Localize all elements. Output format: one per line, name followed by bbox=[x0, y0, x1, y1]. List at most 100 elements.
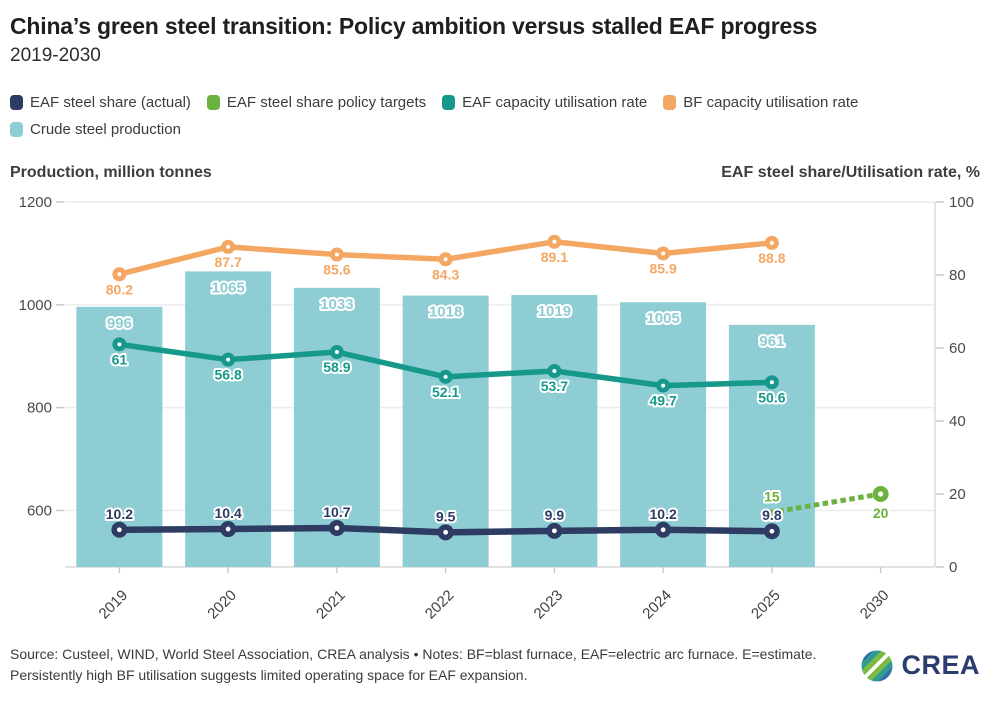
x-axis-tick-label: 2022 bbox=[422, 586, 458, 622]
legend-swatch bbox=[10, 121, 23, 137]
legend-swatch bbox=[663, 94, 677, 110]
legend-swatch bbox=[442, 94, 456, 110]
legend-label: Crude steel production bbox=[30, 120, 181, 138]
crea-logo-text: CREA bbox=[901, 650, 980, 681]
line-value-label: 84.3 bbox=[432, 266, 459, 282]
line-value-label: 10.2 bbox=[650, 505, 677, 521]
legend-label: BF capacity utilisation rate bbox=[683, 93, 859, 111]
line-value-label: 9.9 bbox=[545, 506, 565, 522]
axis-title-row: Production, million tonnes EAF steel sha… bbox=[10, 164, 980, 182]
right-axis-tick-label: 100 bbox=[949, 194, 974, 211]
chart-footer: Source: Custeel, WIND, World Steel Assoc… bbox=[10, 644, 980, 686]
right-axis-tick-label: 20 bbox=[949, 486, 966, 503]
x-axis-tick-label: 2020 bbox=[204, 586, 240, 622]
right-axis-tick-label: 40 bbox=[949, 413, 966, 430]
line-value-label: 10.2 bbox=[106, 505, 133, 521]
legend-swatch bbox=[206, 94, 220, 110]
legend-item: EAF capacity utilisation rate bbox=[442, 92, 647, 113]
chart-title: China’s green steel transition: Policy a… bbox=[10, 13, 818, 39]
marker-center-dot bbox=[443, 256, 448, 261]
legend-item: BF capacity utilisation rate bbox=[663, 92, 858, 113]
line-value-label: 58.9 bbox=[323, 359, 350, 375]
left-axis-tick-label: 600 bbox=[27, 502, 52, 519]
left-axis-title: Production, million tonnes bbox=[10, 163, 212, 181]
bar-value-label: 961 bbox=[759, 332, 784, 349]
legend-swatch bbox=[10, 94, 23, 110]
marker-center-dot bbox=[769, 240, 774, 245]
x-axis-tick-label: 2024 bbox=[639, 586, 675, 622]
policy-target-label: 15 bbox=[764, 488, 780, 504]
bar-value-label: 1018 bbox=[429, 303, 462, 320]
marker-center-dot bbox=[117, 341, 122, 346]
legend: EAF steel share (actual) EAF steel share … bbox=[10, 92, 965, 140]
x-axis-tick-label: 2019 bbox=[96, 586, 132, 622]
marker-center-dot bbox=[660, 526, 666, 532]
chart-plot-area: 1200 1000 800 600 100 80 60 40 20 0 2019 2020 2021 20… bbox=[19, 194, 974, 622]
bar bbox=[185, 270, 272, 567]
left-axis-tick-label: 800 bbox=[27, 399, 52, 416]
line-value-label: 49.7 bbox=[650, 392, 677, 408]
marker-center-dot bbox=[226, 357, 231, 362]
line-value-label: 87.7 bbox=[215, 253, 242, 269]
marker-center-dot bbox=[878, 490, 884, 497]
marker-center-dot bbox=[551, 528, 557, 533]
line-value-label: 9.5 bbox=[436, 508, 456, 524]
marker-center-dot bbox=[769, 379, 774, 384]
marker-center-dot bbox=[443, 529, 449, 535]
line-value-label: 53.7 bbox=[541, 378, 568, 394]
line-value-label: 85.9 bbox=[650, 260, 677, 276]
marker-center-dot bbox=[769, 528, 775, 534]
marker-center-dot bbox=[552, 368, 557, 373]
marker-center-dot bbox=[552, 239, 557, 244]
left-axis-tick-label: 1200 bbox=[19, 194, 52, 211]
bar bbox=[511, 294, 598, 567]
left-axis-tick-label: 1000 bbox=[19, 296, 52, 313]
legend-label: EAF capacity utilisation rate bbox=[462, 93, 648, 111]
legend-label: EAF steel share policy targets bbox=[226, 93, 427, 111]
right-axis-tick-label: 60 bbox=[949, 340, 966, 357]
right-axis-tick-label: 80 bbox=[949, 267, 966, 284]
policy-target-line bbox=[768, 490, 884, 515]
marker-center-dot bbox=[117, 271, 122, 276]
marker-center-dot bbox=[116, 526, 122, 532]
bar bbox=[402, 295, 489, 567]
marker-center-dot bbox=[334, 252, 339, 257]
marker-center-dot bbox=[334, 525, 340, 530]
marker-center-dot bbox=[661, 383, 666, 388]
right-axis-tick-label: 0 bbox=[949, 559, 957, 576]
marker-center-dot bbox=[225, 526, 231, 531]
x-axis-tick-label: 2021 bbox=[313, 586, 349, 622]
legend-item: Crude steel production bbox=[10, 119, 181, 140]
line-value-label: 50.6 bbox=[758, 389, 785, 405]
right-axis-title: EAF steel share/Utilisation rate, % bbox=[721, 163, 980, 181]
line-value-label: 52.1 bbox=[432, 383, 459, 399]
policy-target-label: 20 bbox=[873, 505, 889, 521]
legend-label: EAF steel share (actual) bbox=[30, 93, 191, 111]
legend-item: EAF steel share (actual) bbox=[10, 92, 191, 113]
marker-center-dot bbox=[226, 244, 231, 249]
line-value-label: 10.4 bbox=[215, 505, 242, 521]
bar-value-label: 1065 bbox=[211, 279, 244, 296]
line-value-label: 56.8 bbox=[215, 366, 242, 382]
x-axis-tick-label: 2023 bbox=[531, 586, 567, 622]
bar-value-label: 1005 bbox=[646, 310, 679, 327]
bar-value-label: 996 bbox=[107, 314, 132, 331]
source-note: Source: Custeel, WIND, World Steel Assoc… bbox=[10, 645, 817, 683]
line-value-label: 85.6 bbox=[323, 261, 350, 277]
crea-logo: CREA bbox=[859, 647, 980, 684]
legend-item: EAF steel share policy targets bbox=[206, 92, 427, 113]
x-axis-tick-label: 2030 bbox=[857, 586, 893, 622]
marker-center-dot bbox=[661, 251, 666, 256]
line-value-label: 10.7 bbox=[323, 503, 350, 519]
line-value-label: 88.8 bbox=[758, 249, 785, 265]
bar-value-label: 1033 bbox=[320, 295, 353, 312]
line-value-label: 80.2 bbox=[106, 281, 133, 297]
marker-center-dot bbox=[334, 349, 339, 354]
marker-center-dot bbox=[443, 374, 448, 379]
line-value-label: 9.8 bbox=[762, 507, 782, 523]
line-value-label: 61 bbox=[112, 351, 128, 367]
x-axis-tick-label: 2025 bbox=[748, 586, 784, 622]
line-value-label: 89.1 bbox=[541, 248, 568, 264]
chart-subtitle: 2019-2030 bbox=[10, 44, 101, 66]
